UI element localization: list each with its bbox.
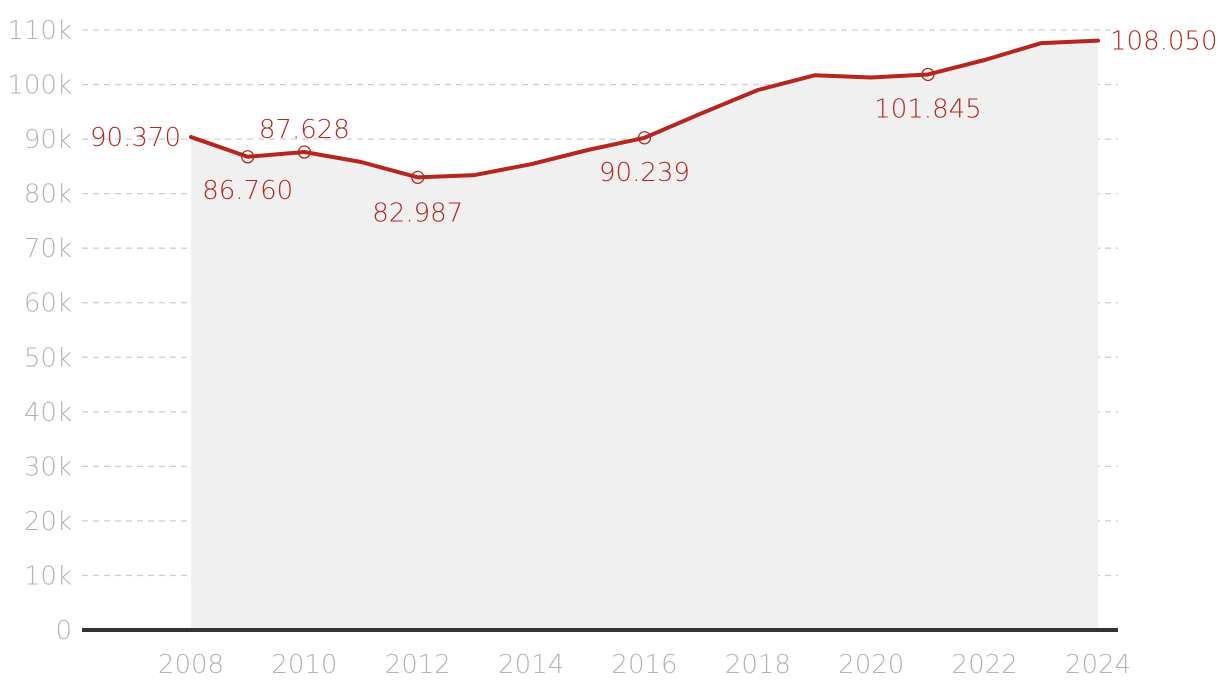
y-tick-label: 90k (24, 125, 72, 155)
data-label: 101.845 (874, 94, 982, 124)
data-point-marker (297, 145, 312, 159)
y-tick-label: 110k (7, 16, 72, 46)
x-tick-label: 2010 (271, 650, 337, 680)
x-tick-label: 2014 (498, 650, 564, 680)
data-label: 87.628 (259, 115, 350, 145)
x-tick-label: 2022 (952, 650, 1018, 680)
x-tick-label: 2020 (838, 650, 904, 680)
x-tick-label: 2012 (385, 650, 451, 680)
area-layer (191, 40, 1098, 631)
y-tick-label: 20k (24, 507, 72, 537)
data-point-marker (241, 150, 255, 164)
x-tick-label: 2008 (158, 650, 224, 680)
data-label: 108.050 (1110, 27, 1218, 57)
data-point-marker (637, 131, 652, 145)
y-tick-label: 0 (55, 616, 72, 646)
y-tick-label: 50k (24, 343, 72, 373)
data-labels: 90.370 86.760 87.628 82.987 90.239 101.845 108… (90, 27, 1218, 229)
x-tick-label: 2016 (611, 650, 677, 680)
data-label: 90.370 (90, 123, 181, 153)
y-tick-label: 70k (24, 234, 72, 264)
y-tick-label: 60k (24, 289, 72, 319)
x-tick-label: 2018 (725, 650, 791, 680)
data-label: 90.239 (599, 158, 690, 188)
markers (241, 67, 935, 184)
data-label: 82.987 (372, 198, 463, 228)
y-tick-label: 30k (24, 452, 72, 482)
y-tick-label: 80k (24, 180, 72, 210)
y-tick-label: 10k (24, 561, 72, 591)
data-label: 86.760 (202, 176, 293, 206)
y-tick-label: 40k (24, 398, 72, 428)
series-area (191, 40, 1098, 631)
data-point-marker (411, 170, 425, 184)
series-line (189, 38, 1100, 180)
series-line-layer (189, 38, 1100, 180)
y-tick-label: 100k (7, 71, 72, 101)
x-tick-label: 2024 (1065, 650, 1131, 680)
data-point-marker (921, 67, 935, 82)
axes: 0 10k 20k 30k 40k 50k 60k 70k 80k 90k 100k 110k 2008… (7, 16, 1131, 680)
